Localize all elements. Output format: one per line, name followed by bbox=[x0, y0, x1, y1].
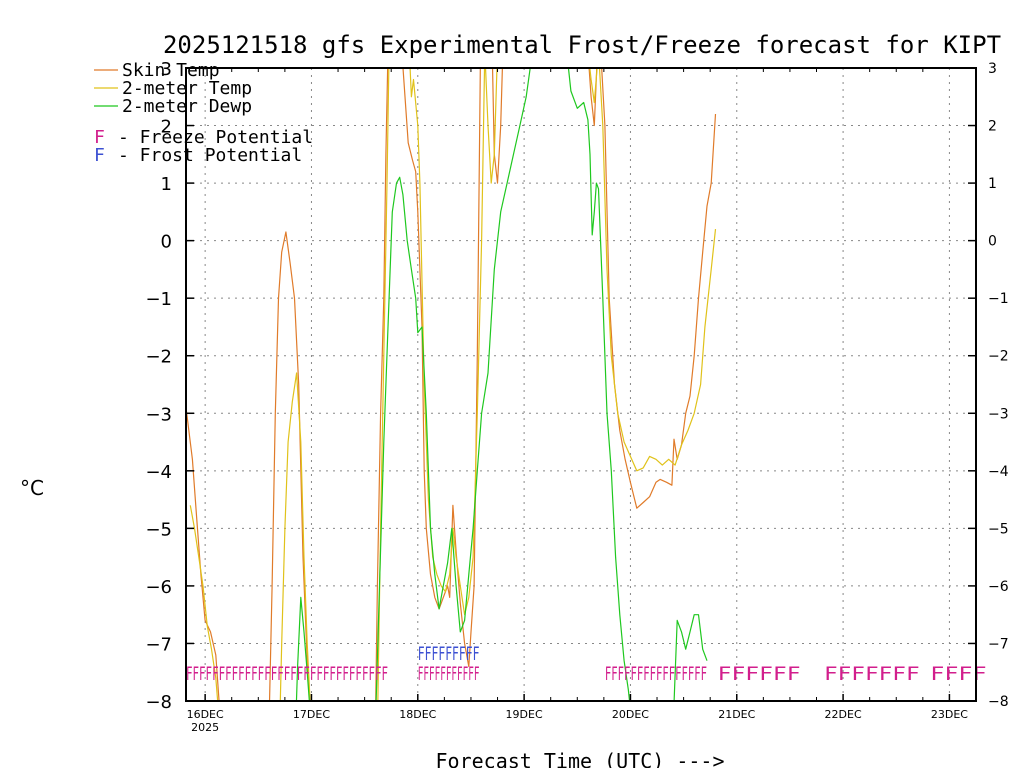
series-line-2-meter-dewp bbox=[295, 68, 708, 701]
x-tick-sublabel: 2025 bbox=[191, 721, 219, 734]
x-tick-label: 23DEC bbox=[931, 708, 968, 721]
y-tick-label: −6 bbox=[145, 577, 172, 598]
y-tick-label-right: −8 bbox=[988, 694, 1009, 710]
x-axis-label: Forecast Time (UTC) ---> bbox=[436, 749, 725, 768]
freeze-marker: FFFFFFFFFFFFFFFFFFFFFFFFFFFFFFF bbox=[186, 663, 388, 685]
x-tick-label: 18DEC bbox=[399, 708, 436, 721]
plot-area: FFFFFFFFFFFFFFFFFFFFFFFFFFFFFFF FFFFFFFFF… bbox=[186, 68, 987, 701]
x-tick-label: 22DEC bbox=[825, 708, 862, 721]
y-tick-label: 3 bbox=[161, 59, 172, 80]
y-tick-label-right: 2 bbox=[988, 119, 997, 135]
series-line-2-meter-temp bbox=[189, 68, 717, 701]
series-line-skin-temp bbox=[186, 68, 717, 701]
y-tick-label: −8 bbox=[145, 692, 172, 713]
y-tick-label-right: −6 bbox=[988, 579, 1009, 595]
legend-symbol: F bbox=[94, 145, 105, 166]
y-tick-label-right: 1 bbox=[988, 176, 997, 192]
y-tick-label-right: 0 bbox=[988, 234, 997, 250]
y-tick-label: −4 bbox=[145, 462, 172, 483]
y-tick-label: 0 bbox=[161, 232, 172, 253]
y-tick-label: −3 bbox=[145, 404, 172, 425]
legend-label: Skin Temp bbox=[122, 60, 220, 81]
legend-label: 2-meter Temp bbox=[122, 78, 252, 99]
y-tick-label: 1 bbox=[161, 174, 172, 195]
y-tick-label: −2 bbox=[145, 347, 172, 368]
y-tick-label-right: −5 bbox=[988, 521, 1009, 537]
y-tick-label: −1 bbox=[145, 289, 172, 310]
y-tick-label-right: −2 bbox=[988, 349, 1009, 365]
y-tick-label: −7 bbox=[145, 634, 172, 655]
y-tick-label: −5 bbox=[145, 519, 172, 540]
grid bbox=[186, 68, 976, 701]
x-tick-label: 19DEC bbox=[506, 708, 543, 721]
x-tick-label: 16DEC bbox=[187, 708, 224, 721]
series-group bbox=[186, 68, 717, 701]
freeze-marker: FFFF bbox=[930, 663, 986, 685]
y-tick-label-right: −1 bbox=[988, 291, 1009, 307]
x-tick-label: 20DEC bbox=[612, 708, 649, 721]
legend-symbol-label: - Frost Potential bbox=[118, 145, 302, 166]
chart-title: 2025121518 gfs Experimental Frost/Freeze… bbox=[163, 31, 1001, 59]
y-axis: 3 3 2 2 1 1 0 0 −1 −1 −2 −2 −3 −3 −4 −4 −5 −5 −6 −6 −7 −7 −8 −8 bbox=[145, 59, 1008, 713]
freeze-marker: FFFFFF bbox=[718, 663, 801, 685]
y-tick-label: 2 bbox=[161, 117, 172, 138]
y-tick-label-right: −4 bbox=[988, 464, 1009, 480]
x-tick-label: 17DEC bbox=[293, 708, 330, 721]
x-tick-label: 21DEC bbox=[718, 708, 755, 721]
freeze-marker: FFFFFFFFFFF bbox=[418, 663, 480, 685]
freeze-marker: FFFFFFFFFFFFFFFF bbox=[605, 663, 707, 685]
y-tick-label-right: −3 bbox=[988, 406, 1009, 422]
freeze-marker: FFFFFFF bbox=[824, 663, 920, 685]
legend-symbol: F bbox=[94, 127, 105, 148]
y-tick-label-right: 3 bbox=[988, 61, 997, 77]
legend-symbol-label: - Freeze Potential bbox=[118, 127, 313, 148]
plot-frame bbox=[185, 67, 977, 702]
frost-marker: FFFFFFFFF bbox=[418, 643, 480, 665]
legend-label: 2-meter Dewp bbox=[122, 96, 252, 117]
y-axis-label: °C bbox=[20, 476, 44, 500]
y-tick-label-right: −7 bbox=[988, 636, 1009, 652]
